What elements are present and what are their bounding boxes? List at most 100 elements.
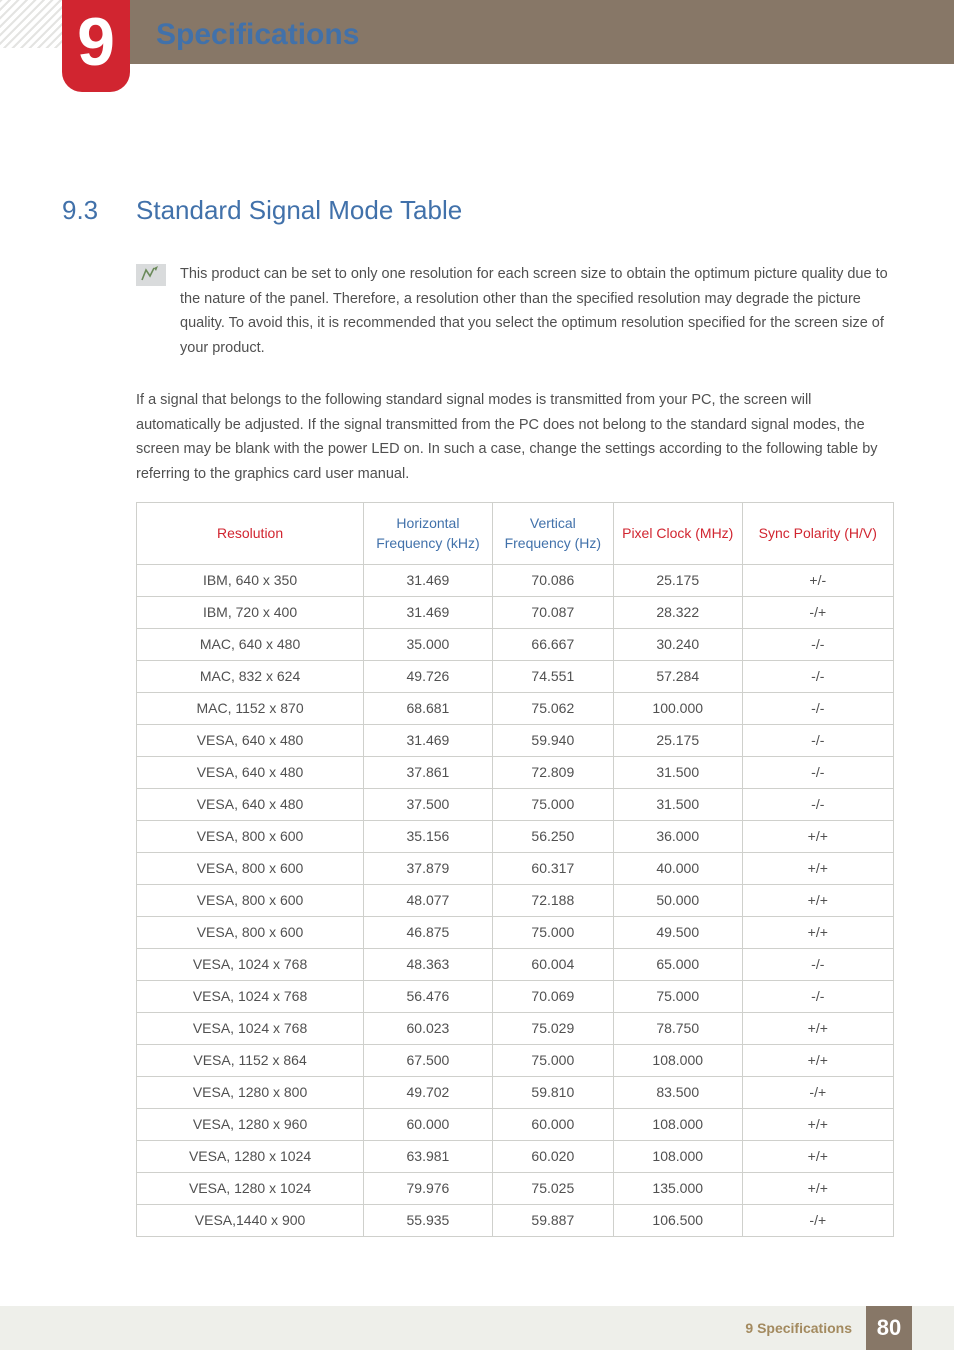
table-cell: IBM, 640 x 350	[137, 564, 364, 596]
table-cell: 68.681	[364, 692, 493, 724]
table-cell: 57.284	[613, 660, 742, 692]
note-icon	[136, 264, 166, 286]
table-cell: VESA, 1280 x 1024	[137, 1140, 364, 1172]
table-cell: 79.976	[364, 1172, 493, 1204]
note-text: This product can be set to only one reso…	[180, 262, 894, 361]
table-cell: 31.469	[364, 564, 493, 596]
table-cell: +/+	[742, 916, 893, 948]
table-cell: 49.500	[613, 916, 742, 948]
table-cell: VESA, 640 x 480	[137, 724, 364, 756]
table-cell: 59.887	[492, 1204, 613, 1236]
table-cell: 70.087	[492, 596, 613, 628]
table-row: VESA, 640 x 48031.46959.94025.175-/-	[137, 724, 894, 756]
table-cell: -/-	[742, 692, 893, 724]
table-cell: -/-	[742, 628, 893, 660]
table-cell: 48.077	[364, 884, 493, 916]
table-cell: 70.086	[492, 564, 613, 596]
table-row: MAC, 832 x 62449.72674.55157.284-/-	[137, 660, 894, 692]
table-cell: 37.861	[364, 756, 493, 788]
table-cell: 108.000	[613, 1044, 742, 1076]
table-cell: -/-	[742, 980, 893, 1012]
table-header-row: Resolution Horizontal Frequency (kHz) Ve…	[137, 503, 894, 565]
table-row: VESA, 800 x 60037.87960.31740.000+/+	[137, 852, 894, 884]
table-cell: 40.000	[613, 852, 742, 884]
table-cell: 31.469	[364, 596, 493, 628]
table-cell: VESA, 1280 x 800	[137, 1076, 364, 1108]
table-cell: 50.000	[613, 884, 742, 916]
table-cell: 60.000	[492, 1108, 613, 1140]
table-row: VESA, 1024 x 76856.47670.06975.000-/-	[137, 980, 894, 1012]
table-cell: VESA,1440 x 900	[137, 1204, 364, 1236]
table-cell: 65.000	[613, 948, 742, 980]
note-block: This product can be set to only one reso…	[136, 262, 894, 361]
table-cell: VESA, 640 x 480	[137, 788, 364, 820]
table-cell: 100.000	[613, 692, 742, 724]
table-row: VESA, 800 x 60048.07772.18850.000+/+	[137, 884, 894, 916]
table-cell: -/-	[742, 660, 893, 692]
table-cell: +/+	[742, 1172, 893, 1204]
table-cell: 37.500	[364, 788, 493, 820]
col-vfreq: Vertical Frequency (Hz)	[492, 503, 613, 565]
table-cell: VESA, 1280 x 960	[137, 1108, 364, 1140]
table-cell: 28.322	[613, 596, 742, 628]
table-cell: 31.500	[613, 788, 742, 820]
table-cell: +/+	[742, 884, 893, 916]
table-cell: -/+	[742, 1204, 893, 1236]
table-row: VESA,1440 x 90055.93559.887106.500-/+	[137, 1204, 894, 1236]
table-cell: VESA, 1024 x 768	[137, 980, 364, 1012]
table-cell: 31.500	[613, 756, 742, 788]
table-row: MAC, 1152 x 87068.68175.062100.000-/-	[137, 692, 894, 724]
table-cell: 59.940	[492, 724, 613, 756]
table-row: VESA, 640 x 48037.50075.00031.500-/-	[137, 788, 894, 820]
table-cell: 55.935	[364, 1204, 493, 1236]
table-cell: 106.500	[613, 1204, 742, 1236]
table-cell: -/-	[742, 788, 893, 820]
table-cell: 35.000	[364, 628, 493, 660]
table-cell: 60.023	[364, 1012, 493, 1044]
table-cell: +/+	[742, 852, 893, 884]
table-cell: 75.000	[492, 788, 613, 820]
table-cell: 60.000	[364, 1108, 493, 1140]
table-cell: 56.250	[492, 820, 613, 852]
table-cell: 25.175	[613, 724, 742, 756]
table-row: VESA, 1280 x 80049.70259.81083.500-/+	[137, 1076, 894, 1108]
table-cell: +/-	[742, 564, 893, 596]
table-cell: 46.875	[364, 916, 493, 948]
table-cell: MAC, 640 x 480	[137, 628, 364, 660]
table-cell: 75.000	[492, 1044, 613, 1076]
table-cell: 74.551	[492, 660, 613, 692]
table-cell: -/+	[742, 596, 893, 628]
table-row: VESA, 640 x 48037.86172.80931.500-/-	[137, 756, 894, 788]
table-cell: -/-	[742, 756, 893, 788]
chapter-number-badge: 9	[62, 0, 130, 92]
table-row: VESA, 1280 x 102479.97675.025135.000+/+	[137, 1172, 894, 1204]
table-cell: 75.000	[492, 916, 613, 948]
section-number: 9.3	[62, 195, 98, 226]
table-cell: VESA, 800 x 600	[137, 884, 364, 916]
table-cell: 37.879	[364, 852, 493, 884]
col-resolution: Resolution	[137, 503, 364, 565]
table-cell: 78.750	[613, 1012, 742, 1044]
table-cell: 31.469	[364, 724, 493, 756]
col-pclock: Pixel Clock (MHz)	[613, 503, 742, 565]
table-cell: MAC, 832 x 624	[137, 660, 364, 692]
table-cell: VESA, 1024 x 768	[137, 1012, 364, 1044]
table-cell: +/+	[742, 1108, 893, 1140]
table-cell: 72.188	[492, 884, 613, 916]
table-cell: 108.000	[613, 1108, 742, 1140]
table-cell: 66.667	[492, 628, 613, 660]
table-cell: IBM, 720 x 400	[137, 596, 364, 628]
table-row: MAC, 640 x 48035.00066.66730.240-/-	[137, 628, 894, 660]
table-cell: 36.000	[613, 820, 742, 852]
table-cell: 49.702	[364, 1076, 493, 1108]
table-row: IBM, 640 x 35031.46970.08625.175+/-	[137, 564, 894, 596]
table-cell: VESA, 800 x 600	[137, 852, 364, 884]
table-cell: 75.000	[613, 980, 742, 1012]
col-hfreq: Horizontal Frequency (kHz)	[364, 503, 493, 565]
signal-mode-table: Resolution Horizontal Frequency (kHz) Ve…	[136, 502, 894, 1237]
table-row: VESA, 1280 x 102463.98160.020108.000+/+	[137, 1140, 894, 1172]
table-cell: +/+	[742, 1012, 893, 1044]
footer-bar: 9 Specifications 80	[0, 1306, 954, 1350]
page-number: 80	[866, 1306, 912, 1350]
table-cell: VESA, 800 x 600	[137, 820, 364, 852]
